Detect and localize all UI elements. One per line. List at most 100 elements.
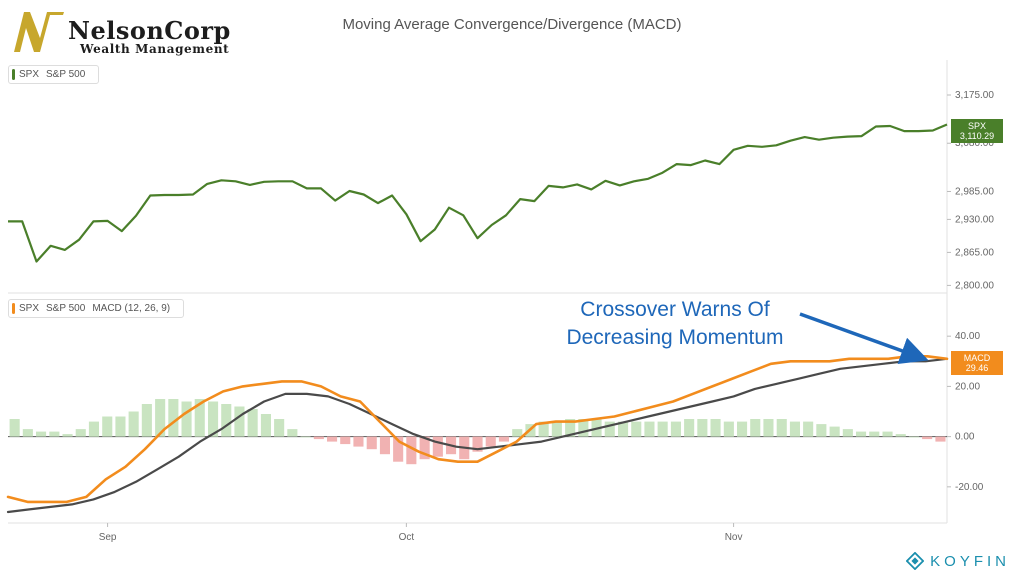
spx-last-price-tag: SPX 3,110.29	[951, 119, 1003, 143]
price-y-tick-label: 2,930.00	[955, 214, 994, 225]
histogram-bar	[194, 399, 205, 437]
histogram-bar	[723, 421, 734, 437]
histogram-bar	[22, 429, 33, 437]
x-tick-label: Sep	[99, 532, 117, 543]
histogram-bar	[882, 431, 893, 437]
histogram-bar	[274, 419, 285, 437]
price-legend-ticker: SPX	[19, 69, 40, 80]
histogram-bar	[472, 436, 483, 452]
price-legend[interactable]: SPX S&P 500	[8, 65, 100, 84]
x-tick-label: Oct	[399, 532, 415, 543]
histogram-bar	[789, 421, 800, 437]
macd-y-tick-label: -20.00	[955, 482, 984, 493]
histogram-bar	[128, 411, 139, 437]
histogram-bar	[247, 409, 258, 437]
macd-y-tick-label: 0.00	[955, 432, 975, 443]
histogram-bar	[208, 401, 219, 437]
histogram-bar	[181, 401, 192, 437]
price-y-tick-label: 2,865.00	[955, 247, 994, 258]
logo-line2: Wealth Management	[80, 42, 230, 56]
macd-legend-ticker: SPX	[19, 303, 40, 314]
histogram-bar	[498, 436, 509, 442]
macd-legend[interactable]: SPX S&P 500 MACD (12, 26, 9)	[8, 299, 185, 318]
spx-tag-value: 3,110.29	[959, 131, 995, 141]
histogram-bar	[88, 421, 99, 437]
histogram-bar	[670, 421, 681, 437]
koyfin-icon	[906, 552, 925, 570]
histogram-bar	[9, 419, 20, 437]
x-tick-label: Nov	[725, 532, 743, 543]
histogram-bar	[618, 421, 629, 437]
histogram-bar	[313, 436, 324, 440]
histogram-bar	[856, 431, 867, 437]
histogram-bar	[300, 436, 311, 438]
histogram-bar	[406, 436, 417, 465]
macd-y-tick-label: 40.00	[955, 331, 980, 342]
histogram-bar	[842, 429, 853, 437]
annotation-arrow	[799, 312, 929, 365]
histogram-bar	[538, 421, 549, 437]
histogram-bar	[763, 419, 774, 437]
annotation-line2: Decreasing Momentum	[566, 326, 784, 349]
histogram-bar	[221, 404, 232, 437]
annotation-line1: Crossover Warns Of	[580, 298, 770, 321]
histogram-bar	[419, 436, 430, 460]
price-y-tick-label: 3,175.00	[955, 90, 994, 101]
histogram-bar	[393, 436, 404, 462]
histogram-bar	[922, 436, 933, 440]
histogram-bar	[141, 404, 152, 437]
histogram-bar	[935, 436, 946, 442]
histogram-bar	[353, 436, 364, 447]
histogram-bar	[895, 434, 906, 437]
n-logo-icon	[14, 12, 64, 52]
histogram-bar	[697, 419, 708, 437]
spx-tag-ticker: SPX	[967, 121, 986, 131]
histogram-bar	[869, 431, 880, 437]
signal-line	[6, 357, 949, 514]
histogram-bar	[803, 421, 814, 437]
histogram-bar	[565, 419, 576, 437]
histogram-bar	[657, 421, 668, 437]
histogram-bar	[260, 414, 271, 437]
price-y-tick-label: 2,800.00	[955, 280, 994, 291]
histogram-bar	[512, 429, 523, 437]
spx-price-line	[8, 123, 948, 263]
histogram-bar	[604, 421, 615, 437]
logo-line1: NelsonCorp	[68, 16, 231, 45]
koyfin-label: KOYFIN	[930, 552, 1010, 570]
histogram-bar	[366, 436, 377, 450]
histogram-bar	[829, 426, 840, 437]
histogram-bar	[234, 406, 245, 437]
histogram-bar	[340, 436, 351, 445]
macd-legend-indicator: MACD (12, 26, 9)	[92, 303, 171, 314]
koyfin-logo: KOYFIN	[906, 552, 1010, 570]
macd-last-value-tag: MACD 29.46	[951, 351, 1003, 375]
histogram-bar	[36, 431, 47, 437]
nelsoncorp-logo: NelsonCorp Wealth Management	[10, 8, 230, 56]
histogram-bar	[75, 429, 86, 437]
histogram-bar	[287, 429, 298, 437]
price-y-tick-label: 2,985.00	[955, 186, 994, 197]
histogram-bar	[168, 399, 179, 437]
histogram-bar	[644, 421, 655, 437]
histogram-bar	[737, 421, 748, 437]
histogram-bar	[776, 419, 787, 437]
histogram-bar	[432, 436, 443, 457]
price-legend-name: S&P 500	[46, 69, 86, 80]
macd-legend-name: S&P 500	[46, 303, 86, 314]
histogram-bar	[578, 419, 589, 437]
histogram-bar	[485, 436, 496, 447]
histogram-bar	[631, 421, 642, 437]
histogram-bar	[62, 434, 73, 437]
macd-tag-value: 29.46	[965, 363, 989, 373]
histogram-bar	[155, 399, 166, 437]
histogram-bar	[710, 419, 721, 437]
histogram-bar	[684, 419, 695, 437]
histogram-bar	[327, 436, 338, 442]
histogram-bar	[115, 416, 126, 437]
macd-tag-name: MACD	[963, 353, 991, 363]
macd-y-tick-label: 20.00	[955, 381, 980, 392]
histogram-bar	[379, 436, 390, 455]
histogram-bar	[49, 431, 60, 437]
